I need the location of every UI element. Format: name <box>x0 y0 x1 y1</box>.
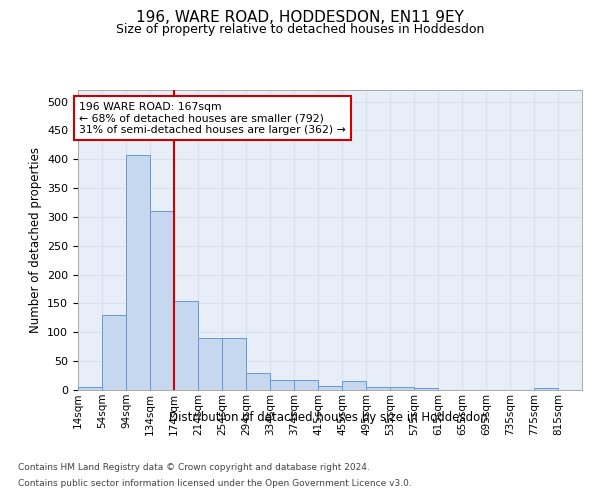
Bar <box>198 338 222 390</box>
Text: 196, WARE ROAD, HODDESDON, EN11 9EY: 196, WARE ROAD, HODDESDON, EN11 9EY <box>136 10 464 25</box>
Text: Contains HM Land Registry data © Crown copyright and database right 2024.: Contains HM Land Registry data © Crown c… <box>18 463 370 472</box>
Bar <box>126 155 150 390</box>
Bar <box>342 382 366 390</box>
Bar <box>390 386 414 390</box>
Text: 196 WARE ROAD: 167sqm
← 68% of detached houses are smaller (792)
31% of semi-det: 196 WARE ROAD: 167sqm ← 68% of detached … <box>79 102 346 134</box>
Bar <box>150 211 174 390</box>
Text: Distribution of detached houses by size in Hoddesdon: Distribution of detached houses by size … <box>169 411 488 424</box>
Text: Contains public sector information licensed under the Open Government Licence v3: Contains public sector information licen… <box>18 480 412 488</box>
Bar <box>78 387 102 390</box>
Bar <box>246 372 270 390</box>
Bar <box>534 388 558 390</box>
Bar <box>222 338 246 390</box>
Bar <box>174 300 198 390</box>
Bar <box>270 380 294 390</box>
Bar <box>319 386 342 390</box>
Bar <box>294 380 318 390</box>
Text: Size of property relative to detached houses in Hoddesdon: Size of property relative to detached ho… <box>116 24 484 36</box>
Y-axis label: Number of detached properties: Number of detached properties <box>29 147 41 333</box>
Bar <box>366 387 390 390</box>
Bar <box>414 388 438 390</box>
Bar <box>102 315 126 390</box>
